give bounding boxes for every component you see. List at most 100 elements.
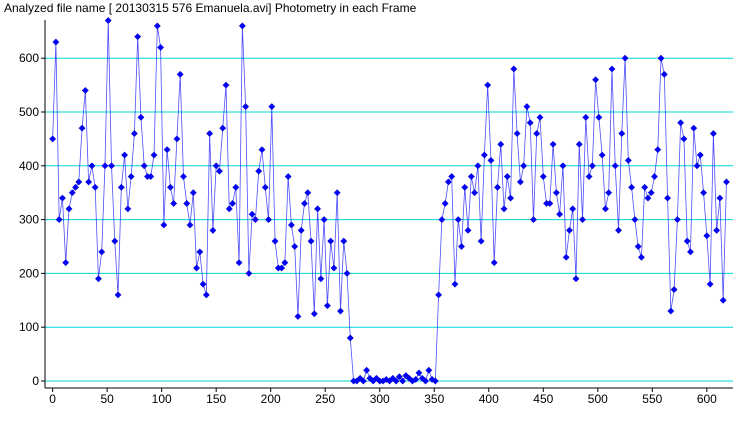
- data-point: [454, 216, 462, 224]
- data-point: [301, 199, 308, 207]
- data-point: [310, 310, 318, 318]
- data-point: [186, 221, 194, 229]
- data-point: [500, 205, 508, 213]
- data-point: [664, 194, 672, 202]
- data-point: [179, 173, 187, 181]
- data-point: [101, 162, 109, 170]
- data-point: [265, 216, 273, 224]
- data-point: [634, 243, 642, 250]
- data-point: [222, 81, 230, 89]
- data-point: [595, 113, 603, 121]
- data-point: [104, 17, 112, 25]
- data-point: [340, 237, 348, 245]
- data-point: [245, 269, 253, 277]
- data-point: [160, 221, 168, 229]
- data-point: [615, 226, 622, 234]
- data-point: [52, 38, 60, 46]
- data-point: [660, 70, 668, 78]
- data-point: [327, 237, 335, 245]
- data-point: [75, 178, 83, 186]
- data-point: [219, 124, 227, 132]
- data-point: [487, 156, 495, 164]
- data-point: [85, 178, 93, 186]
- data-point: [235, 259, 243, 267]
- data-point: [114, 291, 122, 299]
- data-point: [700, 189, 708, 197]
- data-point: [523, 103, 531, 111]
- x-tick-label: 50: [100, 392, 114, 406]
- data-point: [209, 226, 217, 234]
- data-point: [415, 369, 423, 377]
- data-point: [281, 259, 289, 267]
- data-point: [605, 189, 613, 197]
- data-point: [572, 275, 580, 283]
- y-tick-label: 300: [19, 213, 39, 227]
- data-point: [229, 199, 237, 207]
- data-point: [467, 173, 475, 181]
- data-point: [677, 119, 685, 127]
- x-tick-label: 450: [533, 392, 553, 406]
- data-point: [336, 307, 344, 315]
- data-point: [565, 226, 573, 234]
- data-point: [690, 124, 698, 132]
- data-point: [242, 103, 250, 111]
- data-point: [562, 253, 570, 261]
- data-point: [585, 173, 593, 181]
- data-point: [199, 280, 207, 288]
- data-point: [225, 205, 233, 213]
- data-point: [55, 216, 63, 224]
- data-point: [248, 210, 256, 218]
- data-point: [438, 216, 446, 224]
- data-point: [317, 275, 325, 283]
- data-point: [206, 130, 214, 138]
- data-point: [651, 173, 658, 181]
- data-point: [431, 377, 439, 385]
- data-point: [520, 162, 528, 170]
- data-point: [284, 173, 292, 181]
- data-point: [641, 183, 649, 191]
- data-point: [647, 189, 655, 197]
- data-point: [359, 377, 367, 385]
- data-point: [268, 103, 276, 111]
- data-point: [304, 189, 312, 197]
- data-point: [569, 205, 577, 213]
- x-tick-label: 200: [261, 392, 281, 406]
- data-point: [88, 162, 96, 170]
- data-point: [412, 375, 420, 383]
- x-tick-label: 100: [152, 392, 172, 406]
- data-point: [49, 135, 57, 143]
- data-point: [176, 70, 184, 78]
- data-point: [624, 156, 632, 164]
- data-point: [618, 130, 626, 138]
- data-point: [173, 135, 181, 143]
- x-tick-label: 500: [588, 392, 608, 406]
- data-point: [598, 151, 606, 159]
- data-point: [117, 183, 125, 191]
- y-tick-label: 500: [19, 105, 39, 119]
- chart-title: Analyzed file name [ 20130315 576 Emanue…: [4, 1, 417, 15]
- grid: [45, 57, 733, 382]
- data-point: [441, 199, 449, 207]
- data-point: [68, 189, 76, 197]
- data-point: [166, 183, 174, 191]
- data-point: [202, 291, 210, 299]
- y-tick-label: 600: [19, 51, 39, 65]
- data-point: [546, 199, 554, 207]
- data-point: [422, 377, 430, 385]
- data-point: [255, 167, 263, 175]
- data-point: [480, 151, 488, 159]
- data-point: [529, 216, 537, 224]
- data-point: [271, 237, 279, 245]
- data-point: [719, 296, 727, 304]
- data-point: [539, 173, 547, 181]
- data-point: [549, 140, 557, 148]
- data-point: [72, 183, 80, 191]
- data-point: [343, 269, 351, 277]
- x-tick-label: 300: [370, 392, 390, 406]
- data-point: [425, 366, 433, 374]
- data-point: [137, 113, 145, 121]
- data-point: [513, 130, 521, 138]
- data-point: [533, 130, 541, 138]
- data-point: [680, 135, 688, 143]
